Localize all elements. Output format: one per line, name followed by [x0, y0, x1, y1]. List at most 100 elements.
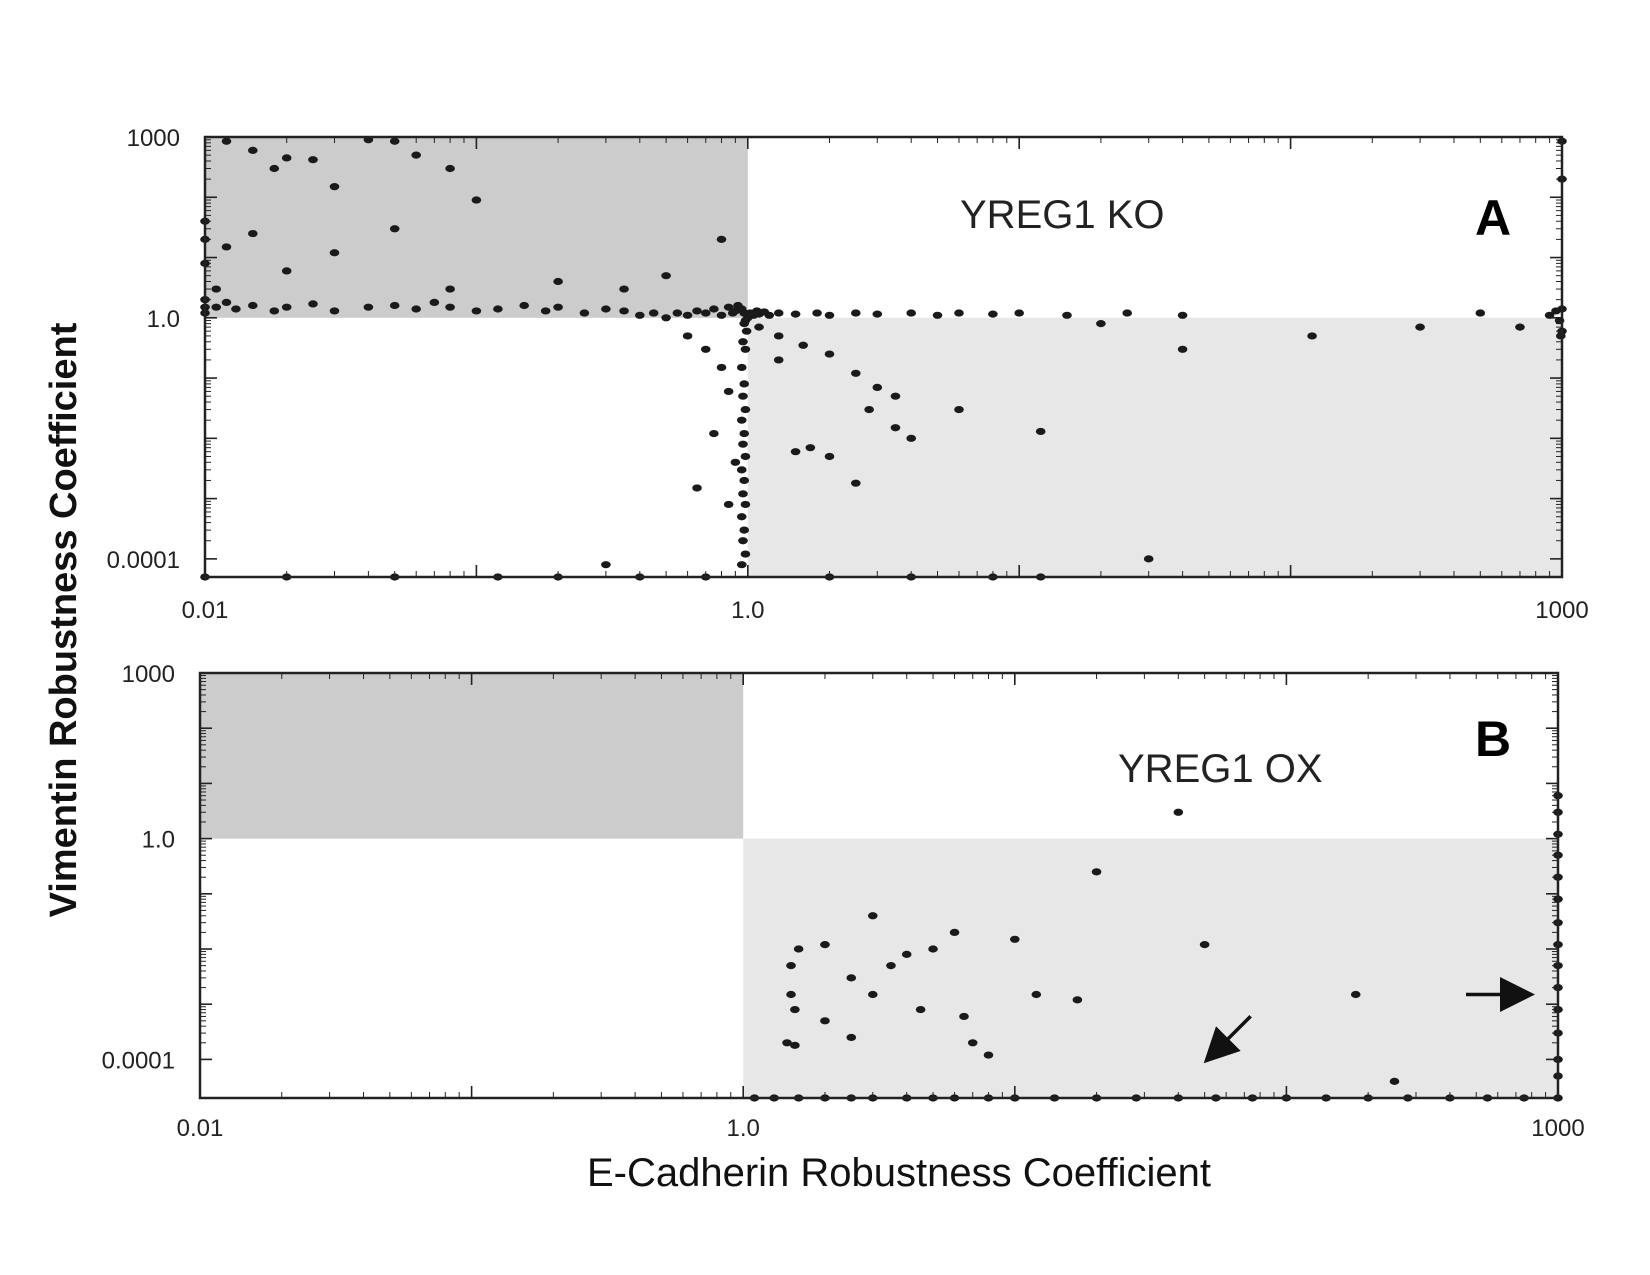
panel-a-data-point [540, 307, 551, 315]
panel-a-data-point [211, 303, 222, 311]
panel-a-data-point [954, 309, 964, 317]
panel-a-data-point [1177, 311, 1188, 319]
panel-a-data-point [824, 452, 835, 461]
panel-b-data-point [1173, 808, 1184, 816]
panel-a-data-point [730, 458, 741, 466]
panel-a-data-point [389, 301, 400, 310]
panel-a-data-point [682, 332, 693, 340]
panel-a-data-point [601, 561, 611, 569]
panel-a-data-point [740, 452, 751, 461]
panel-a-data-point [738, 537, 748, 545]
panel-a-data-point [824, 311, 835, 319]
panel-b-ticks: 0.01 1.0 1000 1000 1.0 0.0001 [102, 661, 1585, 1142]
panel-a-data-point [363, 303, 374, 311]
panel-b-data-point [1010, 935, 1020, 943]
panel-a-data-point [634, 311, 645, 319]
panel-b-data-point [1350, 990, 1361, 999]
panel-a-data-point [692, 484, 702, 492]
panel-b-data-point [782, 1039, 792, 1047]
panel-b-data-point [1389, 1077, 1400, 1085]
panel-a-data-point [308, 300, 318, 308]
panel-b-quadrant-shading [200, 673, 1558, 1098]
panel-b-data-point [901, 950, 912, 958]
panel-b-title: YREG1 OX [1118, 747, 1323, 791]
panel-a-data-point [700, 309, 711, 317]
panel-a-data-point [954, 405, 964, 414]
panel-a-data-point [692, 307, 702, 315]
panel-a-data-point [661, 314, 671, 322]
panel-b-arrow-annotation [1203, 1015, 1252, 1064]
panel-a-data-point [812, 309, 822, 317]
panel-a-data-point [269, 164, 280, 173]
panel-b-data-point [867, 912, 878, 920]
panel-a-data-point [1014, 309, 1024, 317]
panel-a-data-point [754, 323, 764, 331]
panel-a-data-point [736, 363, 747, 372]
panel-a-data-point [890, 424, 901, 432]
panel-b-data-point [1072, 996, 1083, 1004]
panel-a-data-point [709, 429, 719, 438]
panel-a-data-point [672, 309, 683, 317]
panel-b-data-point [983, 1051, 994, 1059]
panel-a-data-point [740, 345, 751, 353]
panel-a-data-point [805, 444, 816, 452]
panel-b-data-point [846, 1033, 857, 1042]
panel-a-data-point [773, 356, 784, 364]
panel-a-data-point [221, 298, 232, 307]
panel-a-data-point [429, 298, 440, 307]
panel-a-data-point [872, 310, 883, 318]
panel-a-data-point [619, 307, 629, 315]
panel-b-frame [198, 671, 1560, 1100]
panel-a-data-point [723, 387, 734, 396]
panel-a-data-point [741, 327, 752, 335]
panel-a-data-point [471, 196, 482, 204]
panel-a-data-point [736, 416, 747, 424]
panel-a-data-point [411, 305, 421, 313]
panel-a-data-point [553, 277, 563, 286]
panel-b-letter: B [1475, 711, 1511, 767]
panel-b-data-point [967, 1039, 978, 1047]
panel-a-data-point [739, 526, 750, 534]
panel-b-data-point [867, 990, 878, 999]
panel-a-data-point [211, 285, 222, 293]
panel-a-data-point [648, 309, 659, 317]
panel-a-data-point [740, 500, 751, 509]
panel-b-data-point [1031, 990, 1042, 999]
panel-a-data-point [247, 146, 258, 154]
panel-a-data-point [1143, 555, 1154, 563]
panel-b-x-tick-label: 1000 [1531, 1115, 1584, 1142]
panel-a-data-point [411, 151, 421, 159]
panel-a-data-point [738, 338, 748, 346]
panel-a-data-point [493, 305, 503, 313]
panel-a-data-point [445, 285, 455, 293]
panel-a-data-point [716, 235, 727, 243]
panel-b-data-point [820, 1017, 830, 1025]
panel-a-shaded-quadrant-dark [205, 137, 748, 318]
panel-a-data-point [682, 311, 693, 319]
panel-b-data-point [886, 962, 896, 970]
panel-a-data-point [764, 311, 775, 319]
panel-a-data-point [661, 272, 671, 280]
panel-a-data-point [851, 479, 861, 487]
panel-a-title: YREG1 KO [960, 193, 1165, 237]
panel-a-data-point [471, 307, 482, 315]
panel-b-data-point [786, 990, 796, 999]
panel-b-data-point [1199, 941, 1210, 949]
panel-b-data-point [790, 1005, 800, 1014]
panel-a-data-point [798, 341, 808, 349]
panel-a-data-point [221, 137, 232, 145]
panel-a-data-point [579, 309, 590, 317]
panel-b-data-point [959, 1012, 969, 1021]
panel-a-data-point [1096, 320, 1106, 328]
panel-b-data-point [1091, 868, 1102, 876]
panel-a-data-point [281, 303, 292, 311]
panel-a-frame [203, 135, 1564, 579]
panel-a-data-point [736, 466, 747, 474]
panel-a-y-tick-label: 0.0001 [107, 547, 180, 574]
panel-a-data-point [872, 383, 883, 391]
panel-a-data-point [329, 307, 340, 315]
panel-a-data-point [1122, 309, 1133, 317]
panel-a-data-point [851, 309, 861, 317]
panel-a-data-point [932, 311, 943, 319]
panel-b-data-point [790, 1041, 800, 1049]
